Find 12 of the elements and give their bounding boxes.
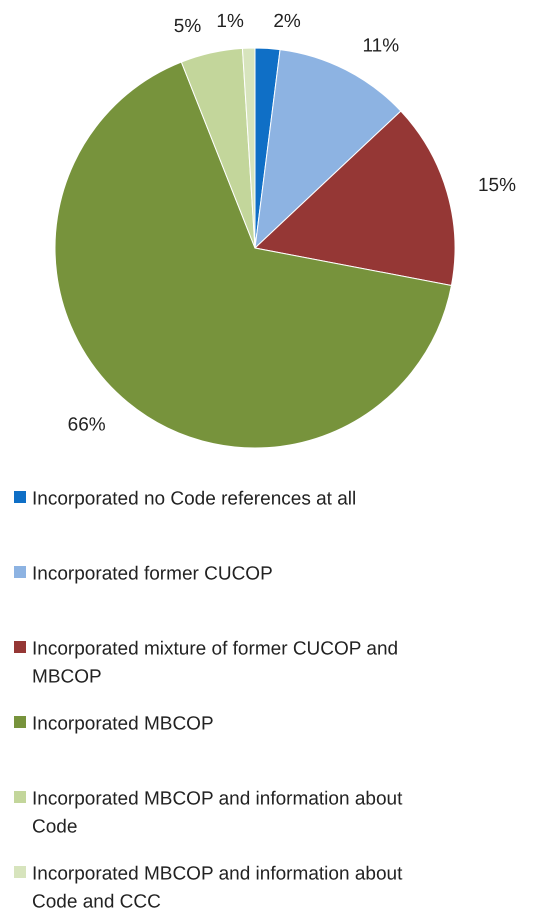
data-label: 66% — [68, 414, 106, 436]
legend-label: Incorporated MBCOP and information about Code and CCC — [32, 864, 404, 912]
data-label: 15% — [478, 175, 516, 196]
legend-label: Incorporated no Code references at all — [32, 488, 356, 510]
legend-label: Incorporated mixture of former CUCOP and MBCOP — [32, 638, 398, 688]
data-label: 2% — [273, 11, 301, 32]
data-label: 1% — [216, 10, 244, 32]
legend-label: Incorporated MBCOP — [32, 714, 214, 735]
legend-label: Incorporated former CUCOP — [32, 564, 273, 585]
legend-label: Incorporated MBCOP and information about Code — [32, 788, 404, 838]
data-label: 11% — [362, 36, 400, 56]
data-label: 5% — [174, 16, 202, 38]
